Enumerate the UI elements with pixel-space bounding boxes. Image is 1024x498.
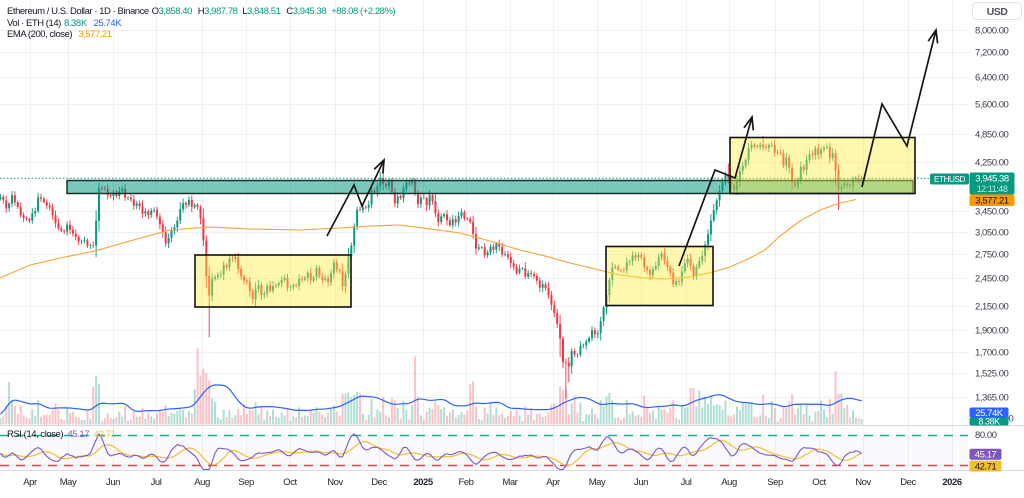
- svg-text:7,200.00: 7,200.00: [975, 48, 1009, 59]
- svg-text:Mar: Mar: [502, 477, 517, 488]
- svg-text:EMA (200, close): EMA (200, close): [7, 29, 72, 40]
- svg-text:8.38K: 8.38K: [978, 417, 1000, 427]
- svg-text:Sep: Sep: [238, 477, 254, 488]
- svg-text:12:11:48: 12:11:48: [977, 184, 1008, 194]
- svg-text:45.17: 45.17: [68, 429, 90, 440]
- svg-text:2,450.00: 2,450.00: [975, 274, 1009, 285]
- svg-text:Jul: Jul: [681, 477, 692, 488]
- svg-text:3,050.00: 3,050.00: [975, 228, 1009, 239]
- svg-text:1,365.00: 1,365.00: [975, 393, 1009, 404]
- svg-text:3,450.00: 3,450.00: [975, 207, 1009, 218]
- svg-text:2,750.00: 2,750.00: [975, 250, 1009, 261]
- svg-text:5,600.00: 5,600.00: [975, 100, 1009, 111]
- svg-text:Apr: Apr: [546, 477, 560, 488]
- svg-text:2,150.00: 2,150.00: [975, 302, 1009, 313]
- svg-text:Oct: Oct: [812, 477, 826, 488]
- svg-text:80.00: 80.00: [975, 430, 997, 441]
- svg-text:3,577.21: 3,577.21: [78, 29, 112, 40]
- svg-text:C3,945.38: C3,945.38: [286, 6, 326, 17]
- svg-text:2025: 2025: [413, 477, 434, 488]
- svg-text:Nov: Nov: [327, 477, 343, 488]
- svg-text:USD: USD: [987, 6, 1009, 18]
- svg-text:Jun: Jun: [106, 477, 120, 488]
- svg-text:1,900.00: 1,900.00: [975, 326, 1009, 337]
- svg-text:Nov: Nov: [855, 477, 871, 488]
- svg-text:Dec: Dec: [900, 477, 916, 488]
- svg-text:42.71: 42.71: [975, 461, 997, 472]
- svg-text:8.38 K: 8.38 K: [64, 18, 88, 29]
- svg-text:3,577.21: 3,577.21: [975, 196, 1009, 207]
- svg-text:25.74K: 25.74K: [975, 408, 1004, 419]
- svg-text:1,525.00: 1,525.00: [975, 369, 1009, 380]
- svg-text:2026: 2026: [942, 477, 962, 488]
- svg-text:1,700.00: 1,700.00: [975, 348, 1009, 359]
- svg-text:Jul: Jul: [151, 477, 162, 488]
- svg-text:8,000.00: 8,000.00: [975, 26, 1009, 37]
- svg-text:May: May: [60, 477, 77, 488]
- svg-text:Oct: Oct: [283, 477, 297, 488]
- svg-text:RSI (14, close): RSI (14, close): [7, 429, 63, 440]
- svg-text:3,945.38: 3,945.38: [975, 174, 1009, 185]
- svg-text:45.17: 45.17: [975, 450, 997, 461]
- svg-text:Sep: Sep: [767, 477, 783, 488]
- svg-text:4,250.00: 4,250.00: [975, 158, 1009, 169]
- svg-text:4,850.00: 4,850.00: [975, 130, 1009, 141]
- svg-text:25.74 K: 25.74 K: [94, 18, 123, 29]
- svg-text:Feb: Feb: [458, 477, 473, 488]
- svg-text:L3,848.51: L3,848.51: [242, 6, 280, 17]
- svg-text:+88.08 (+2.28%): +88.08 (+2.28%): [331, 6, 395, 17]
- svg-text:May: May: [589, 477, 606, 488]
- svg-text:Jun: Jun: [634, 477, 648, 488]
- svg-text:Aug: Aug: [721, 477, 737, 488]
- svg-text:ETHUSD: ETHUSD: [934, 175, 965, 184]
- svg-text:Dec: Dec: [371, 477, 387, 488]
- svg-text:Aug: Aug: [194, 477, 210, 488]
- svg-text:42.71: 42.71: [94, 429, 116, 440]
- svg-text:Apr: Apr: [23, 477, 37, 488]
- svg-text:H3,987.78: H3,987.78: [198, 6, 238, 17]
- svg-text:6,400.00: 6,400.00: [975, 73, 1009, 84]
- svg-text:Ethereum / U.S. Dollar · 1D ·: Ethereum / U.S. Dollar · 1D · Binance: [7, 6, 149, 17]
- svg-text:O3,858.40: O3,858.40: [152, 6, 192, 17]
- svg-text:Vol · ETH (14): Vol · ETH (14): [7, 18, 61, 29]
